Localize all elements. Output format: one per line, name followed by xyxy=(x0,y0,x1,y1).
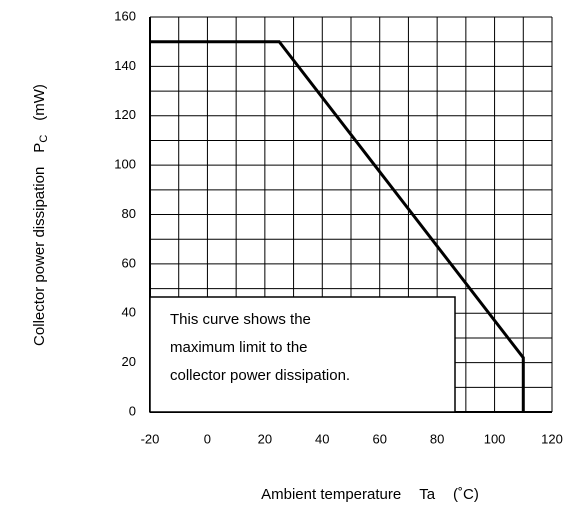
x-tick-label: 60 xyxy=(372,431,386,446)
x-tick-label: -20 xyxy=(141,431,160,446)
x-tick-label: 20 xyxy=(258,431,272,446)
annotation-text: maximum limit to the xyxy=(170,339,308,356)
x-tick-label: 120 xyxy=(541,431,563,446)
x-tick-label: 80 xyxy=(430,431,444,446)
y-tick-label: 20 xyxy=(122,354,136,369)
y-tick-label: 100 xyxy=(114,157,136,172)
x-axis-label: Ambient temperature Ta (˚C) xyxy=(261,486,479,503)
y-tick-label: 0 xyxy=(129,403,136,418)
y-axis-label: Collector power dissipationPC(mW) xyxy=(31,84,50,346)
y-tick-label: 160 xyxy=(114,8,136,23)
y-tick-label: 40 xyxy=(122,305,136,320)
x-tick-label: 0 xyxy=(204,431,211,446)
y-tick-label: 120 xyxy=(114,107,136,122)
y-tick-label: 60 xyxy=(122,255,136,270)
data-line xyxy=(150,40,525,412)
x-tick-label: 40 xyxy=(315,431,329,446)
annotation-text: collector power dissipation. xyxy=(170,367,350,384)
y-axis-label-text: Collector power dissipationPC(mW) xyxy=(31,84,50,346)
annotation-text: This curve shows the xyxy=(170,311,311,328)
y-tick-label: 80 xyxy=(122,206,136,221)
annotation-box xyxy=(149,296,456,413)
x-tick-label: 100 xyxy=(484,431,506,446)
y-tick-label: 140 xyxy=(114,58,136,73)
